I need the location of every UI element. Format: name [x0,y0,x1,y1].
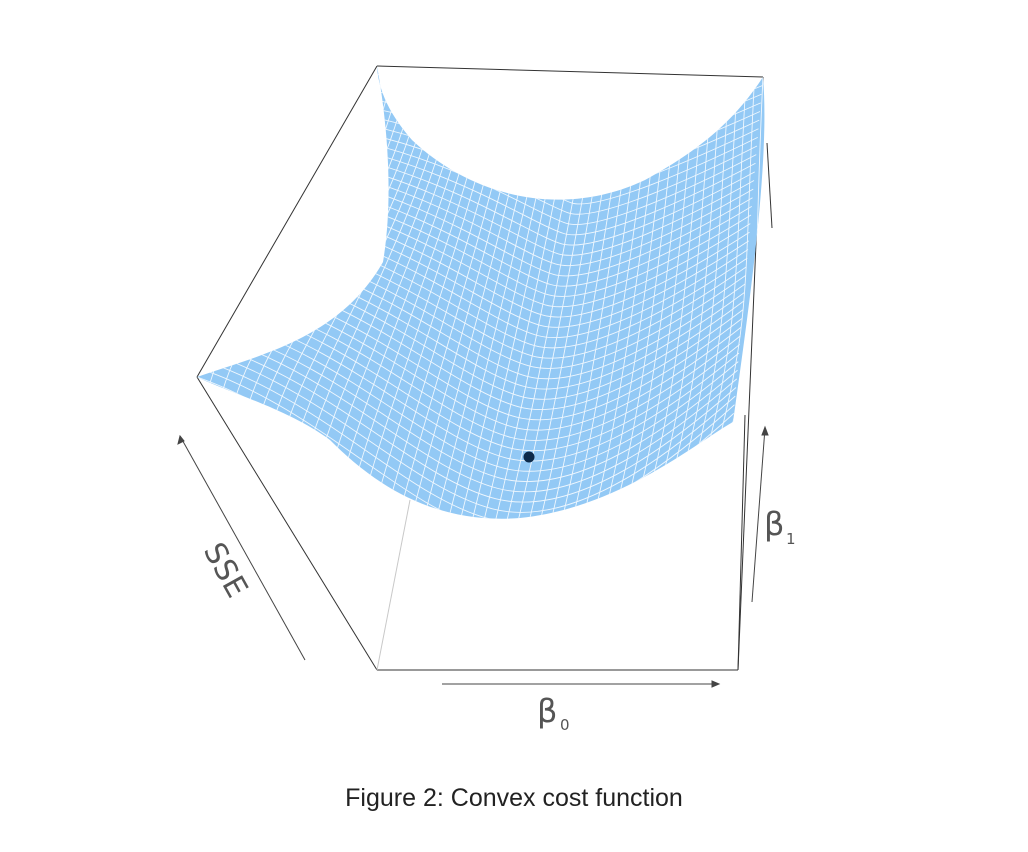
surface-mesh [197,66,764,519]
mesh-line [241,298,741,441]
mesh-line [662,75,714,477]
mesh-line [300,197,751,308]
mesh-line [255,275,744,410]
beta0-arrowhead [711,680,721,688]
mesh-line [322,158,755,256]
mesh-line [376,66,764,133]
box-edge-right-inner [766,142,773,229]
box-edge-top [376,65,764,78]
mesh-line [372,73,763,143]
svg-text:β: β [764,505,784,543]
mesh-line [286,221,749,338]
mesh-line [282,228,748,349]
sse-arrowhead [177,434,185,445]
mesh-line [250,283,743,421]
minimum-point [523,451,535,463]
box-edge-left-lower [196,376,378,671]
svg-text:0: 0 [560,716,570,734]
beta1-axis-arrow [751,427,766,603]
mesh-line [327,151,755,246]
mesh-line [268,252,746,380]
mesh-line [264,259,745,390]
mesh-line [674,75,722,468]
beta1-arrowhead [761,425,769,436]
mesh-line [709,76,747,441]
mesh-line [237,306,741,452]
figure-caption: Figure 2: Convex cost function [345,784,683,812]
svg-text:1: 1 [786,530,796,548]
mesh-line [331,143,756,236]
beta1-axis-label: β 1 [764,505,796,548]
box-edge-back-hidden [376,499,411,671]
mesh-line [291,213,749,328]
mesh-line [259,267,744,400]
sse-axis-arrow [179,435,306,661]
sse-axis-label: SSE [196,537,254,604]
box-edge-left-upper [196,65,378,378]
mesh-line [210,353,736,513]
mesh-line [219,337,738,493]
box-edge-back-right [737,414,746,671]
mesh-line [720,76,756,432]
mesh-line [232,314,740,462]
svg-text:β: β [537,692,557,730]
beta0-axis-label: β 0 [537,692,570,734]
mesh-line [309,182,752,287]
mesh-line [228,322,739,472]
mesh-line [313,174,753,277]
mesh-line [685,76,730,459]
mesh-line [336,135,757,225]
axis-arrows [177,425,769,688]
mesh-line [214,345,737,503]
mesh-line [295,205,750,318]
mesh-line [697,76,739,450]
mesh-line [367,81,762,154]
